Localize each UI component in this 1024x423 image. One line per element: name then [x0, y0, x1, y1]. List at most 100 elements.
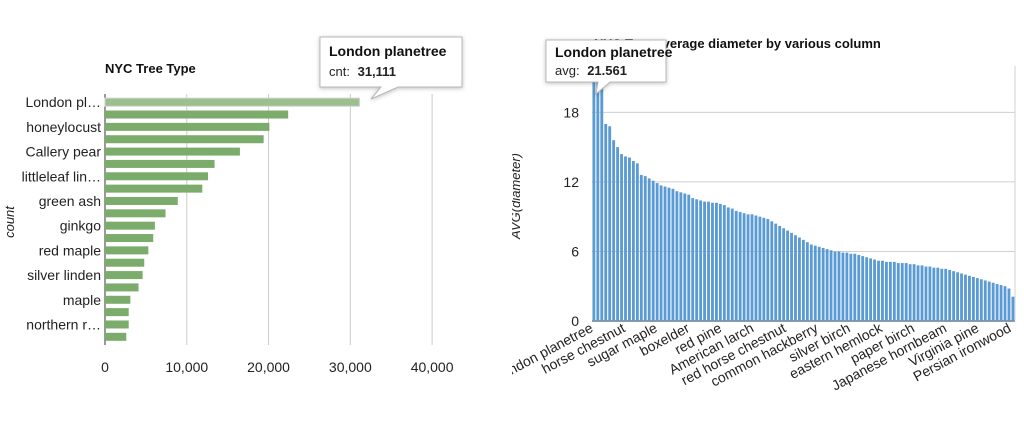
- bar: [964, 274, 967, 321]
- x-tick-label: 0: [101, 359, 109, 375]
- bar: [979, 279, 983, 321]
- bar: [612, 140, 616, 321]
- bar: [616, 147, 620, 321]
- category-label: green ash: [39, 193, 101, 209]
- bar: [608, 126, 612, 321]
- bar: [975, 278, 979, 321]
- bar: [730, 208, 734, 321]
- bar: [956, 272, 960, 321]
- bar: [888, 261, 892, 321]
- bar: [105, 258, 145, 267]
- bar: [904, 263, 908, 321]
- bar: [790, 232, 793, 321]
- category-label: ginkgo: [60, 218, 101, 234]
- bar: [999, 285, 1003, 321]
- category-label: London pl…: [25, 94, 101, 110]
- bar: [896, 263, 900, 321]
- x-tick-label: 10,000: [165, 359, 208, 375]
- bar: [995, 283, 999, 321]
- bar: [105, 184, 203, 193]
- bar: [869, 258, 873, 321]
- bar: [924, 266, 928, 321]
- bar: [1007, 288, 1011, 321]
- bar: [105, 246, 149, 255]
- bar: [628, 157, 631, 321]
- bar: [711, 202, 714, 321]
- bar: [983, 280, 987, 321]
- bar: [932, 267, 936, 321]
- bar: [1011, 296, 1015, 321]
- left-chart-bars: [104, 97, 360, 341]
- bar: [798, 237, 801, 321]
- bar: [105, 147, 240, 156]
- bar: [754, 215, 758, 321]
- category-label: northern r…: [26, 316, 101, 332]
- bar: [620, 154, 623, 321]
- bar: [703, 201, 706, 321]
- right-chart-bars: [592, 71, 1015, 321]
- bar: [105, 221, 155, 230]
- bar: [829, 250, 833, 321]
- bar: [936, 267, 940, 321]
- right-tooltip-label: avg:: [555, 63, 580, 78]
- bar: [105, 209, 166, 218]
- bar: [726, 207, 730, 321]
- bar: [679, 192, 683, 321]
- bar: [659, 185, 663, 321]
- left-tooltip-value: 31,111: [358, 64, 396, 79]
- left-chart-x-tick-labels: 0 10,000 20,000 30,000 40,000: [101, 359, 454, 375]
- bar: [865, 257, 869, 321]
- y-tick-label: 0: [571, 313, 579, 329]
- bar: [655, 183, 659, 321]
- y-tick-label: 18: [563, 104, 579, 120]
- bar: [948, 270, 952, 321]
- left-chart-title: NYC Tree Type: [105, 61, 196, 76]
- bar: [774, 223, 778, 321]
- bar: [105, 122, 270, 131]
- bar: [105, 320, 129, 329]
- bar: [916, 265, 920, 321]
- category-label: red maple: [39, 242, 101, 258]
- bar: [841, 252, 845, 321]
- bar: [105, 159, 215, 168]
- bar: [908, 264, 912, 321]
- bar: [105, 196, 178, 205]
- bar: [105, 271, 143, 280]
- bar: [849, 253, 853, 321]
- x-tick-label: 20,000: [247, 359, 290, 375]
- bar: [695, 199, 699, 321]
- x-tick-label: 30,000: [329, 359, 372, 375]
- left-tooltip-title: London planetree: [329, 43, 447, 59]
- bar: [873, 259, 876, 321]
- bar: [892, 261, 896, 321]
- category-label: honeylocust: [26, 119, 101, 135]
- bar: [596, 77, 600, 321]
- bar: [944, 268, 948, 321]
- bar: [817, 246, 821, 321]
- left-chart-y-axis-title: count: [2, 205, 17, 238]
- bar: [105, 308, 129, 317]
- bar: [715, 202, 718, 321]
- bar: [104, 97, 360, 107]
- right-chart: NYC Tree average diameter by various col…: [512, 36, 1016, 394]
- bar: [952, 271, 956, 321]
- bar: [786, 230, 790, 321]
- bar: [631, 161, 635, 321]
- bar: [722, 205, 726, 321]
- bar: [845, 252, 849, 321]
- bar: [884, 261, 888, 321]
- bar: [825, 249, 829, 321]
- right-tooltip-body: avg: 21.561: [555, 63, 627, 78]
- bar: [813, 245, 817, 321]
- category-label: maple: [63, 292, 101, 308]
- bar: [742, 213, 746, 321]
- right-tooltip-box: [545, 39, 667, 96]
- left-chart-gridlines: [104, 94, 433, 345]
- bar: [900, 263, 904, 321]
- bar: [738, 212, 742, 321]
- bar: [105, 172, 209, 181]
- bar: [794, 235, 797, 321]
- left-tooltip-box: [319, 36, 463, 100]
- bar: [987, 281, 991, 321]
